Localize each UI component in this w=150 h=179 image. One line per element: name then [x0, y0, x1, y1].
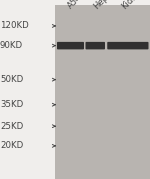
Text: 25KD: 25KD: [0, 122, 23, 131]
Bar: [55, 5, 150, 179]
FancyBboxPatch shape: [107, 42, 148, 49]
FancyBboxPatch shape: [57, 42, 84, 49]
Text: 50KD: 50KD: [0, 75, 23, 84]
Text: 120KD: 120KD: [0, 21, 29, 30]
Text: 20KD: 20KD: [0, 141, 23, 150]
Text: HepG2: HepG2: [92, 0, 119, 11]
FancyBboxPatch shape: [85, 42, 105, 49]
Text: Kidney: Kidney: [120, 0, 147, 11]
Text: A549: A549: [66, 0, 88, 11]
Text: 90KD: 90KD: [0, 41, 23, 50]
Text: 35KD: 35KD: [0, 100, 23, 109]
